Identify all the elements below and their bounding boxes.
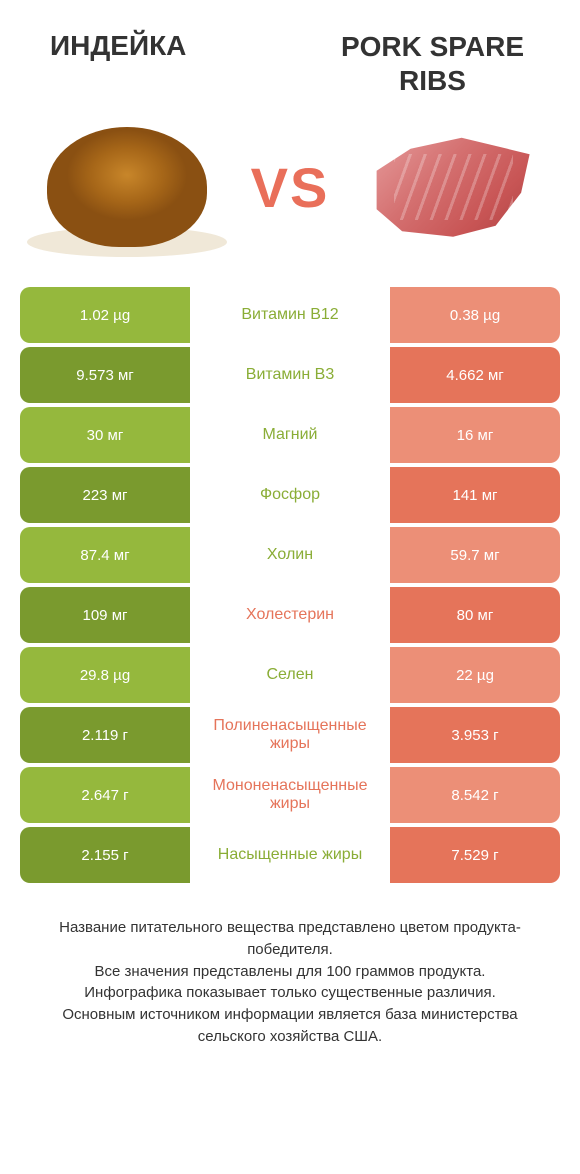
- turkey-icon: [47, 127, 207, 247]
- right-value: 80 мг: [390, 587, 560, 643]
- right-value: 3.953 г: [390, 707, 560, 763]
- right-product-title: PORK SPARE RIBS: [305, 30, 560, 97]
- table-row: 2.119 гПолиненасыщенные жиры3.953 г: [20, 707, 560, 763]
- nutrient-label: Холестерин: [190, 587, 390, 643]
- comparison-table: 1.02 µgВитамин B120.38 µg9.573 мгВитамин…: [0, 287, 580, 883]
- table-row: 2.155 гНасыщенные жиры7.529 г: [20, 827, 560, 883]
- right-product-image: [363, 117, 543, 257]
- nutrient-label: Селен: [190, 647, 390, 703]
- table-row: 87.4 мгХолин59.7 мг: [20, 527, 560, 583]
- right-value: 22 µg: [390, 647, 560, 703]
- left-value: 1.02 µg: [20, 287, 190, 343]
- right-value: 0.38 µg: [390, 287, 560, 343]
- nutrient-label: Холин: [190, 527, 390, 583]
- header: ИНДЕЙКА PORK SPARE RIBS: [0, 0, 580, 107]
- ribs-icon: [368, 132, 538, 242]
- nutrient-label: Витамин B12: [190, 287, 390, 343]
- nutrient-label: Полиненасыщенные жиры: [190, 707, 390, 763]
- right-value: 59.7 мг: [390, 527, 560, 583]
- table-row: 9.573 мгВитамин B34.662 мг: [20, 347, 560, 403]
- footer-line: Основным источником информации является …: [30, 1004, 550, 1048]
- left-value: 2.155 г: [20, 827, 190, 883]
- left-value: 9.573 мг: [20, 347, 190, 403]
- vs-label: VS: [251, 155, 330, 220]
- right-title-line2: RIBS: [305, 64, 560, 98]
- table-row: 2.647 гМононенасыщенные жиры8.542 г: [20, 767, 560, 823]
- table-row: 29.8 µgСелен22 µg: [20, 647, 560, 703]
- left-value: 87.4 мг: [20, 527, 190, 583]
- right-value: 8.542 г: [390, 767, 560, 823]
- images-row: VS: [0, 107, 580, 287]
- right-value: 7.529 г: [390, 827, 560, 883]
- left-product-title: ИНДЕЙКА: [20, 30, 305, 62]
- nutrient-label: Витамин B3: [190, 347, 390, 403]
- nutrient-label: Насыщенные жиры: [190, 827, 390, 883]
- nutrient-label: Мононенасыщенные жиры: [190, 767, 390, 823]
- table-row: 223 мгФосфор141 мг: [20, 467, 560, 523]
- nutrient-label: Магний: [190, 407, 390, 463]
- footer-line: Название питательного вещества представл…: [30, 917, 550, 961]
- left-value: 2.647 г: [20, 767, 190, 823]
- table-row: 30 мгМагний16 мг: [20, 407, 560, 463]
- right-value: 141 мг: [390, 467, 560, 523]
- left-value: 109 мг: [20, 587, 190, 643]
- right-value: 16 мг: [390, 407, 560, 463]
- left-value: 29.8 µg: [20, 647, 190, 703]
- left-product-image: [37, 117, 217, 257]
- table-row: 1.02 µgВитамин B120.38 µg: [20, 287, 560, 343]
- footer-notes: Название питательного вещества представл…: [0, 887, 580, 1048]
- left-value: 2.119 г: [20, 707, 190, 763]
- left-value: 223 мг: [20, 467, 190, 523]
- right-title-line1: PORK SPARE: [305, 30, 560, 64]
- left-value: 30 мг: [20, 407, 190, 463]
- table-row: 109 мгХолестерин80 мг: [20, 587, 560, 643]
- right-value: 4.662 мг: [390, 347, 560, 403]
- footer-line: Инфографика показывает только существенн…: [30, 982, 550, 1004]
- nutrient-label: Фосфор: [190, 467, 390, 523]
- footer-line: Все значения представлены для 100 граммо…: [30, 961, 550, 983]
